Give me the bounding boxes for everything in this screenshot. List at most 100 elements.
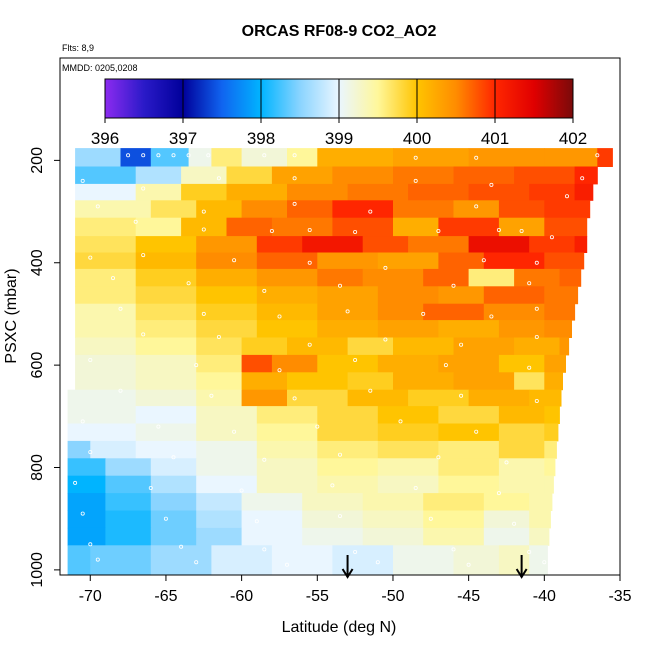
x-tick-label: -55	[306, 588, 329, 605]
heatmap-cell	[393, 545, 454, 575]
heatmap-cell	[453, 372, 515, 391]
y-tick-label: 200	[29, 147, 46, 174]
heatmap-cell	[75, 268, 137, 287]
heatmap-cell	[75, 320, 137, 338]
heatmap-cell	[67, 493, 106, 511]
sample-point	[88, 450, 93, 455]
y-tick-label: 1000	[29, 552, 46, 588]
sample-point	[330, 483, 335, 488]
x-tick-label: -40	[533, 588, 556, 605]
heatmap-cell	[498, 217, 545, 237]
heatmap-cell	[544, 200, 591, 219]
sample-point	[398, 419, 403, 424]
heatmap-cell	[90, 545, 152, 575]
sample-point	[353, 357, 358, 362]
heatmap-cell	[559, 337, 570, 356]
sample-point	[459, 342, 464, 347]
sample-point	[307, 227, 312, 232]
sample-point	[421, 311, 426, 316]
x-tick-label: -70	[79, 588, 102, 605]
heatmap-cell	[498, 458, 545, 477]
heatmap-cell	[256, 236, 303, 253]
colorbar-tick-label: 398	[247, 129, 275, 148]
heatmap-cell	[483, 510, 530, 529]
sample-point	[269, 228, 274, 233]
heatmap-cell	[181, 183, 227, 201]
heatmap-cell	[135, 337, 197, 356]
y-tick-label: 800	[29, 454, 46, 481]
sample-point	[496, 491, 501, 496]
heatmap-cell	[423, 510, 485, 529]
sample-point	[80, 419, 85, 424]
sample-point	[527, 365, 532, 370]
heatmap-cell	[196, 475, 258, 494]
heatmap-cell	[544, 217, 588, 237]
heatmap-cell	[271, 217, 333, 237]
heatmap-cell	[377, 320, 439, 338]
sample-point	[292, 153, 297, 158]
sample-point	[474, 155, 479, 160]
sample-point	[206, 153, 211, 158]
heatmap-cell	[150, 475, 197, 494]
heatmap-cell	[135, 423, 197, 442]
y-axis: 200 400 600 800 1000	[29, 147, 60, 588]
heatmap-cell	[362, 268, 424, 287]
x-tick-label: -60	[230, 588, 253, 605]
sample-point	[277, 314, 282, 319]
sample-point	[519, 228, 524, 233]
heatmap-cell	[196, 236, 258, 253]
heatmap-cell	[544, 458, 556, 477]
sample-point	[209, 393, 214, 398]
sample-point	[337, 514, 342, 519]
sample-point	[216, 176, 221, 181]
sample-point	[201, 209, 206, 214]
heatmap-cell	[408, 389, 470, 407]
heatmap-cell	[393, 217, 439, 237]
heatmap-cell	[135, 166, 182, 185]
heatmap-cell	[67, 389, 137, 407]
latitude-arrow-head	[341, 568, 354, 579]
sample-point	[436, 455, 441, 460]
heatmap-cell	[196, 320, 258, 338]
sample-point	[262, 457, 267, 462]
sample-point	[451, 283, 456, 288]
sample-point	[504, 460, 509, 465]
heatmap-cell	[483, 303, 545, 321]
heatmap-cell	[256, 423, 318, 442]
heatmap-cell	[271, 354, 318, 373]
heatmap-cell	[105, 493, 152, 511]
heatmap-cell	[498, 545, 530, 575]
heatmap-cell	[544, 406, 560, 424]
heatmap-cell	[287, 337, 348, 356]
heatmap-cell	[393, 337, 454, 356]
x-tick-label: -50	[381, 588, 404, 605]
heatmap-cell	[362, 510, 424, 529]
heatmap-cell	[597, 148, 613, 167]
sample-point	[95, 204, 100, 209]
heatmap-cell	[498, 200, 545, 219]
heatmap-cell	[196, 458, 258, 477]
latitude-arrows	[341, 555, 528, 579]
heatmap-cell	[332, 217, 394, 237]
heatmap-cell	[75, 217, 137, 237]
sample-point	[443, 363, 448, 368]
heatmap-cell	[514, 166, 576, 185]
sample-point	[534, 306, 539, 311]
colorbar: 396 397 398 399 400 401 402	[91, 78, 587, 148]
heatmap-cell	[241, 337, 288, 356]
heatmap-cell	[67, 406, 137, 424]
sample-point	[466, 562, 471, 567]
sample-point	[383, 337, 388, 342]
colorbar-ticks: 396 397 398 399 400 401 402	[91, 79, 587, 148]
heatmap-cell	[529, 527, 550, 546]
sample-point	[436, 228, 441, 233]
heatmap-cell	[514, 337, 560, 356]
heatmap-cell	[287, 183, 348, 201]
sample-point	[88, 255, 93, 260]
heatmap-cell	[135, 286, 197, 305]
colorbar-tick-label: 399	[325, 129, 353, 148]
heatmap-cell	[438, 320, 500, 338]
heatmap-cell	[423, 527, 485, 546]
heatmap-cell	[241, 372, 288, 391]
heatmap-cell	[498, 423, 545, 442]
